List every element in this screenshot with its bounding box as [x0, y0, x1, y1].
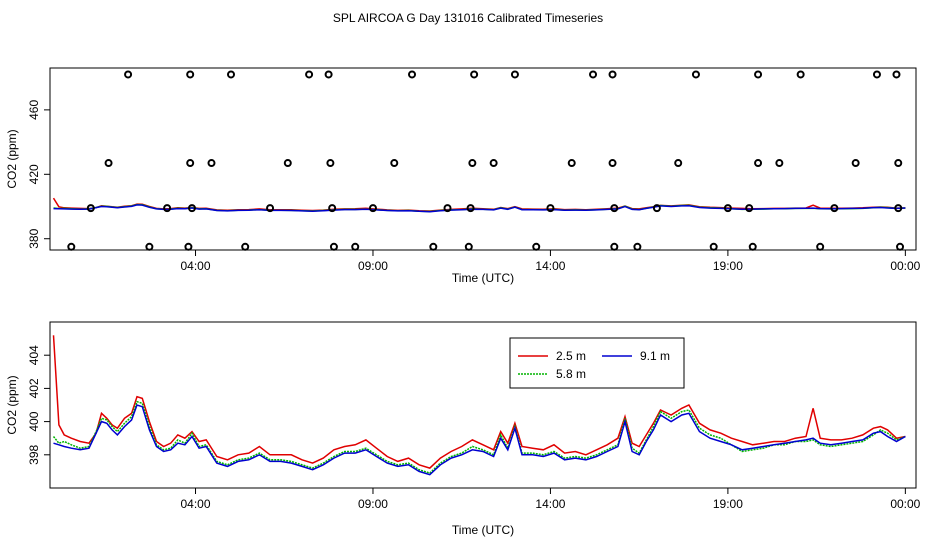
calibration-marker: [329, 242, 338, 251]
calibration-marker: [894, 204, 903, 213]
calibration-marker: [816, 242, 825, 251]
top-x-tick-label: 04:00: [181, 259, 211, 273]
calibration-marker: [227, 70, 236, 79]
calibration-marker: [86, 204, 95, 213]
top-plot-frame: [49, 67, 917, 251]
calibration-marker: [241, 242, 250, 251]
top-x-tick-label: 14:00: [535, 259, 565, 273]
legend: 2.5 m 9.1 m 5.8 m: [509, 337, 685, 389]
calibration-marker: [796, 70, 805, 79]
calibration-marker: [608, 70, 617, 79]
calibration-marker: [266, 204, 275, 213]
calibration-marker: [187, 204, 196, 213]
calibration-marker: [872, 70, 881, 79]
calibration-marker: [390, 159, 399, 168]
calibration-marker: [207, 159, 216, 168]
calibration-marker: [489, 159, 498, 168]
bottom-series-line-9-1-m: [53, 404, 906, 476]
calibration-marker: [443, 204, 452, 213]
calibration-marker: [851, 159, 860, 168]
calibration-marker: [775, 159, 784, 168]
bottom-x-tick-label: 09:00: [358, 497, 388, 511]
calibration-marker: [830, 204, 839, 213]
calibration-marker: [652, 204, 661, 213]
top-y-tick-label: 420: [27, 164, 41, 184]
bottom-y-tick-label: 398: [27, 444, 41, 464]
calibration-marker: [67, 242, 76, 251]
top-x-axis-label: Time (UTC): [452, 271, 514, 285]
calibration-marker: [589, 70, 598, 79]
calibration-marker: [674, 159, 683, 168]
bottom-plot-frame: [49, 321, 917, 489]
calibration-marker: [466, 204, 475, 213]
calibration-marker: [745, 204, 754, 213]
bottom-series-line-2-5-m: [52, 335, 906, 469]
calibration-marker: [532, 242, 541, 251]
calibration-marker: [163, 204, 172, 213]
bottom-x-tick-label: 00:00: [890, 497, 920, 511]
top-y-axis-label: CO2 (ppm): [5, 129, 19, 188]
calibration-marker: [351, 242, 360, 251]
calibration-marker: [748, 242, 757, 251]
bottom-plot-area: 04:00 09:00 14:00 19:00 00:00 398 400 402 404: [27, 335, 921, 511]
top-x-tick-label: 09:00: [358, 259, 388, 273]
calibration-marker: [124, 70, 133, 79]
calibration-marker: [608, 159, 617, 168]
calibration-marker: [892, 70, 901, 79]
legend-label-9-1m: 9.1 m: [640, 349, 670, 363]
calibration-marker: [305, 70, 314, 79]
top-x-tick-label: 19:00: [713, 259, 743, 273]
top-series-line-9-1-m: [53, 204, 906, 213]
bottom-x-axis-label: Time (UTC): [452, 523, 514, 537]
calibration-marker: [464, 242, 473, 251]
calibration-marker: [723, 204, 732, 213]
top-y-tick-label: 460: [27, 100, 41, 120]
bottom-y-tick-label: 404: [27, 345, 41, 365]
calibration-marker: [186, 159, 195, 168]
top-plot-area: 04:00 09:00 14:00 19:00 00:00 380 420 460: [27, 70, 921, 273]
calibration-marker: [104, 159, 113, 168]
calibration-marker: [145, 242, 154, 251]
legend-label-2-5m: 2.5 m: [556, 349, 586, 363]
calibration-marker: [567, 159, 576, 168]
calibration-marker: [283, 159, 292, 168]
calibration-marker: [470, 70, 479, 79]
calibration-marker: [429, 242, 438, 251]
top-x-tick-label: 00:00: [890, 259, 920, 273]
bottom-x-tick-label: 14:00: [535, 497, 565, 511]
calibration-marker: [324, 70, 333, 79]
calibration-marker: [709, 242, 718, 251]
calibration-marker: [186, 70, 195, 79]
bottom-series-line-5-8-m: [52, 400, 906, 474]
calibration-marker: [368, 204, 377, 213]
calibration-marker: [184, 242, 193, 251]
calibration-marker: [408, 70, 417, 79]
top-y-tick-label: 380: [27, 228, 41, 248]
legend-box: [509, 337, 685, 389]
calibration-marker: [754, 70, 763, 79]
calibration-marker: [896, 242, 905, 251]
chart-title: SPL AIRCOA G Day 131016 Calibrated Times…: [333, 11, 603, 25]
calibration-marker: [610, 204, 619, 213]
calibration-marker: [754, 159, 763, 168]
bottom-y-axis-label: CO2 (ppm): [5, 375, 19, 434]
calibration-marker: [328, 204, 337, 213]
calibration-marker: [610, 242, 619, 251]
bottom-x-tick-label: 04:00: [181, 497, 211, 511]
calibration-marker: [691, 70, 700, 79]
legend-label-5-8m: 5.8 m: [556, 367, 586, 381]
bottom-y-tick-label: 400: [27, 411, 41, 431]
bottom-x-tick-label: 19:00: [713, 497, 743, 511]
calibration-marker: [510, 70, 519, 79]
calibration-marker: [468, 159, 477, 168]
calibration-marker: [894, 159, 903, 168]
calibration-marker: [326, 159, 335, 168]
calibration-marker: [546, 204, 555, 213]
calibration-marker: [633, 242, 642, 251]
bottom-y-tick-label: 402: [27, 378, 41, 398]
